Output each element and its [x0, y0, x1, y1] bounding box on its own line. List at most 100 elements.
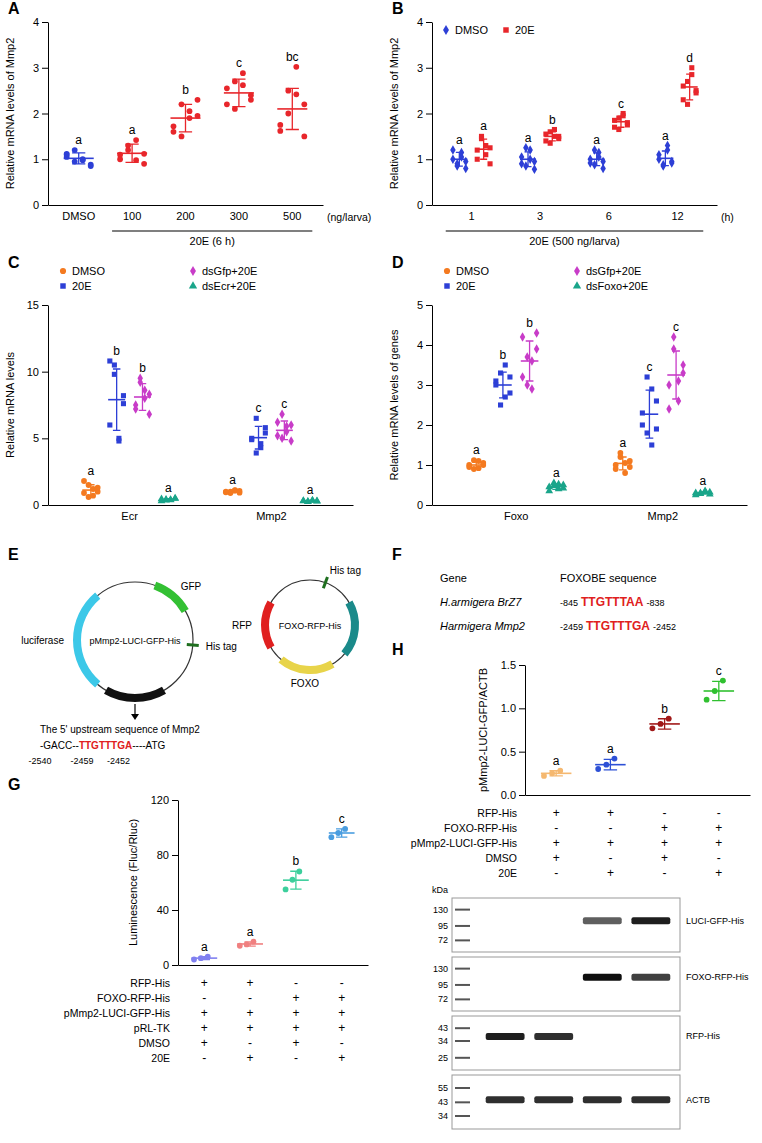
y-tick-label: 0 — [33, 499, 39, 511]
data-point — [285, 111, 291, 117]
condition-label: 20E — [151, 1052, 170, 1064]
ladder-band — [455, 1040, 470, 1042]
data-point — [520, 332, 525, 341]
y-tick-mark — [42, 205, 48, 206]
y-tick-label: 2 — [417, 419, 423, 431]
significance-letter: a — [75, 133, 82, 147]
data-point — [498, 402, 503, 407]
condition-mark: - — [608, 821, 612, 835]
data-point — [133, 404, 138, 413]
y-tick-label: 80 — [157, 849, 169, 861]
data-point — [277, 122, 283, 128]
y-tick-label: 1 — [33, 153, 39, 165]
x-tick-label: Mmp2 — [647, 510, 678, 522]
x-tick-label: DMSO — [62, 210, 95, 222]
data-point — [293, 91, 299, 97]
y-tick-label: 0 — [33, 199, 39, 211]
x-axis-title: (h) — [721, 211, 734, 223]
x-tick: 6 — [606, 210, 612, 222]
data-point — [475, 157, 480, 162]
significance-letter: c — [618, 97, 624, 111]
condition-mark: + — [201, 1021, 208, 1035]
gene-name: H.armigera BrZ7 — [440, 596, 522, 608]
significance-letter: c — [236, 56, 242, 70]
data-point — [534, 344, 539, 353]
y-tick-mark — [426, 114, 432, 115]
ladder-band — [455, 909, 470, 911]
y-tick: 10 — [27, 366, 48, 378]
condition-mark: - — [663, 866, 667, 880]
y-tick-label: 40 — [157, 904, 169, 916]
blot-band — [631, 1096, 670, 1103]
legend-symbol — [190, 266, 196, 276]
y-axis: 0.00.51.01.5 — [501, 659, 526, 801]
data-point — [288, 436, 293, 445]
condition-mark: + — [292, 1006, 299, 1020]
condition-mark: + — [607, 836, 614, 850]
x-tick-label: 1 — [468, 210, 474, 222]
legend-label: dsGfp+20E — [586, 265, 641, 277]
x-tick-label: 12 — [671, 210, 683, 222]
x-tick: Foxo — [504, 510, 528, 522]
y-tick-mark — [42, 68, 48, 69]
data-point — [224, 85, 230, 91]
data-point — [503, 362, 508, 367]
error-bar — [617, 116, 624, 127]
significance-letter: a — [662, 129, 669, 143]
y-tick-label: 120 — [151, 794, 169, 806]
x-tick: 12 — [671, 210, 683, 222]
y-tick-mark — [172, 965, 178, 966]
x-axis: EcrMmp2 — [49, 506, 354, 522]
condition-mark: + — [553, 851, 560, 865]
significance-letter: a — [525, 131, 532, 145]
y-tick-label: 4 — [33, 16, 39, 28]
y-tick-mark — [172, 800, 178, 801]
condition-mark: - — [248, 1036, 252, 1050]
blot-label: LUCI-GFP-His — [686, 916, 744, 926]
legend-symbol — [60, 268, 66, 274]
data-point — [520, 372, 525, 381]
significance-letter: a — [201, 940, 208, 954]
blot-band — [486, 917, 525, 924]
significance-letter: a — [247, 925, 254, 939]
legend-label: dsFoxo+20E — [586, 280, 648, 292]
condition-mark: + — [201, 1006, 208, 1020]
x-axis-line — [526, 795, 751, 796]
plasmid: His tagRFPFOXOFOXO-RFP-His — [232, 565, 361, 688]
error-bar — [604, 759, 617, 769]
annotations: aabcbc — [75, 50, 298, 147]
condition-label: FOXO-RFP-His — [444, 822, 517, 834]
error-bar — [165, 499, 172, 501]
ladder-band — [455, 925, 470, 927]
legend-label: 20E — [456, 280, 476, 292]
y-tick-mark — [519, 795, 525, 796]
significance-letter: a — [129, 123, 136, 137]
condition-mark: + — [292, 1021, 299, 1035]
blot-band — [486, 974, 525, 981]
y-tick-mark — [42, 505, 48, 506]
y-tick: 2 — [33, 108, 48, 120]
error-bar — [662, 151, 669, 166]
y-tick-label: 2 — [33, 108, 39, 120]
y-tick: 40 — [157, 904, 178, 916]
data-point — [650, 725, 656, 731]
y-axis-title: pMmp2-LUCI-GFP/ACTB — [477, 668, 489, 792]
error-bar — [712, 681, 725, 700]
x-tick-label: 3 — [537, 210, 543, 222]
condition-mark: + — [715, 821, 722, 835]
x-tick-label: 100 — [123, 210, 141, 222]
y-axis: 01234 — [33, 16, 49, 211]
ladder-band — [455, 1057, 470, 1059]
significance-letter: a — [473, 443, 480, 457]
x-axis-line — [49, 205, 324, 206]
y-tick-label: 4 — [417, 16, 423, 28]
panel-label: A — [8, 0, 20, 17]
data-point — [625, 120, 630, 125]
data-point — [288, 420, 293, 429]
condition-mark: + — [338, 991, 345, 1005]
blot-band — [486, 1033, 525, 1040]
blot-band — [534, 1096, 573, 1103]
error-bar — [87, 485, 94, 496]
group-label: 20E (500 ng/larva) — [529, 235, 620, 247]
y-tick-mark — [42, 114, 48, 115]
